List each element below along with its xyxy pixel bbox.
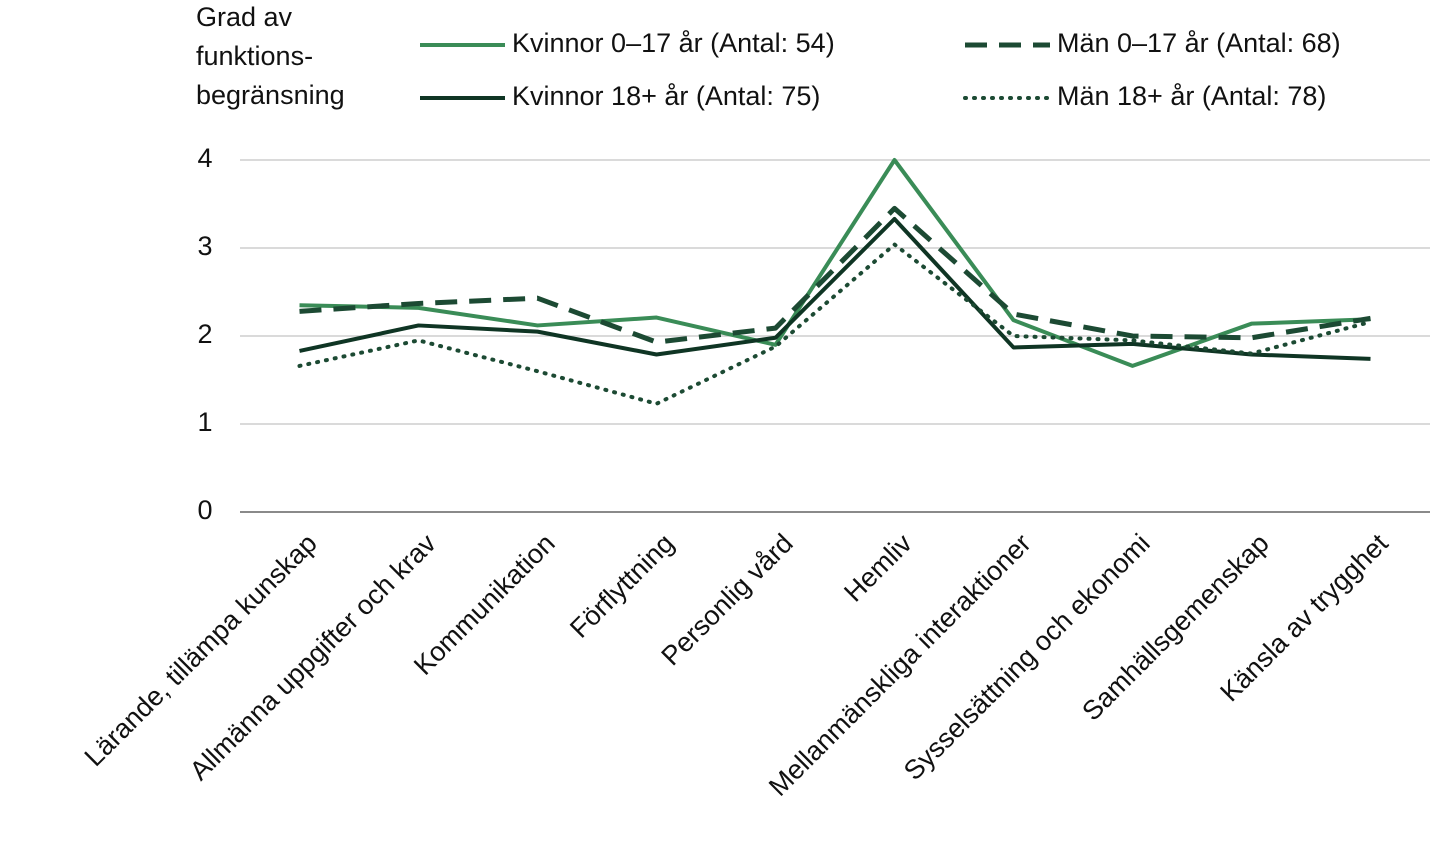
series-line [299, 158, 1371, 368]
y-tick-label: 0 [197, 495, 212, 525]
legend-label: Kvinnor 18+ år (Antal: 75) [512, 81, 820, 111]
legend-entry: Kvinnor 18+ år (Antal: 75) [420, 81, 820, 111]
legend-label: Kvinnor 0–17 år (Antal: 54) [512, 28, 835, 58]
legend-label: Män 0–17 år (Antal: 68) [1057, 28, 1341, 58]
series-line [299, 216, 1371, 361]
x-tick-label: Allmänna uppgifter och krav [184, 528, 442, 786]
legend-entry: Män 18+ år (Antal: 78) [963, 81, 1326, 111]
x-tick-label: Sysselsättning och ekonomi [898, 528, 1156, 786]
legend-entry: Män 0–17 år (Antal: 68) [965, 28, 1341, 58]
series-line [299, 205, 1371, 345]
y-axis-title: funktions- [196, 41, 313, 71]
legend-entry: Kvinnor 0–17 år (Antal: 54) [420, 28, 835, 58]
x-tick-label: Förflyttning [564, 528, 680, 644]
y-axis-title: begränsning [196, 80, 345, 110]
y-tick-label: 4 [197, 143, 212, 173]
y-axis-title: Grad av [196, 2, 293, 32]
y-tick-label: 1 [197, 407, 212, 437]
legend-label: Män 18+ år (Antal: 78) [1057, 81, 1326, 111]
x-tick-label: Lärande, tillämpa kunskap [79, 528, 323, 772]
x-tick-label: Mellanmänskliga interaktioner [763, 528, 1037, 802]
y-tick-label: 3 [197, 231, 212, 261]
series-line [297, 242, 1373, 406]
y-tick-label: 2 [197, 319, 212, 349]
x-tick-label: Hemliv [838, 528, 918, 608]
